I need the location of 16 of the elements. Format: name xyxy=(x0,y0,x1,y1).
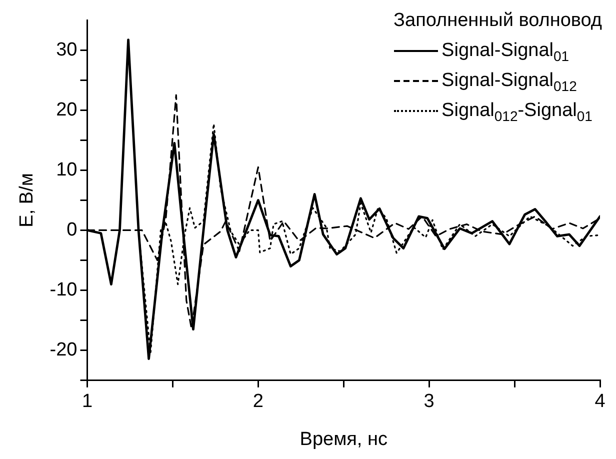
y-axis-title: Е, В/м xyxy=(16,173,38,228)
y-tick-label: 30 xyxy=(56,39,78,60)
x-tick-label: 1 xyxy=(82,391,93,412)
legend-title: Заполненный волновод xyxy=(394,9,602,33)
legend-label: Signal-Signal$_{01}$ xyxy=(442,39,570,66)
x-tick-label: 4 xyxy=(594,391,606,412)
y-tick-label: 10 xyxy=(56,159,78,180)
y-tick-label: -10 xyxy=(50,280,78,301)
y-tick-label: 0 xyxy=(66,219,78,240)
x-tick-label: 2 xyxy=(252,391,264,412)
y-tick-label: -20 xyxy=(50,340,78,361)
legend-label: Signal-Signal$_{012}$ xyxy=(442,69,577,96)
legend-label: Signal$_{012}$-Signal$_{01}$ xyxy=(442,99,592,126)
y-tick-label: 20 xyxy=(56,99,78,120)
x-axis-title: Время, нс xyxy=(300,428,388,450)
x-tick-label: 3 xyxy=(424,391,434,412)
